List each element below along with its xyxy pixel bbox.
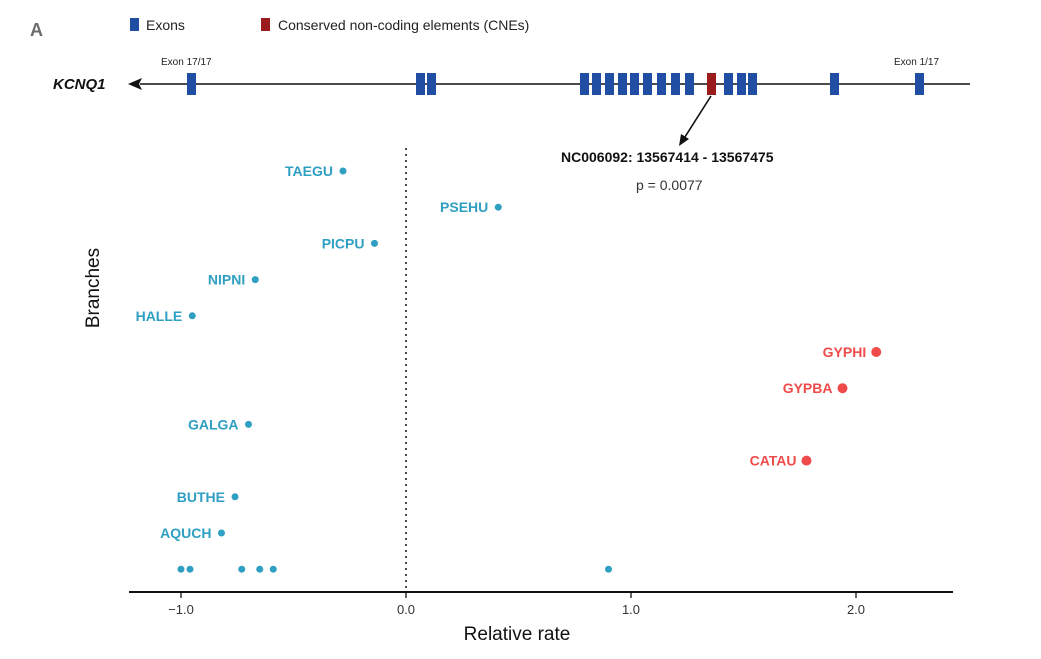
gene-name: KCNQ1 (53, 76, 106, 93)
x-tick-label: 1.0 (622, 602, 640, 617)
exon-block (416, 73, 425, 95)
axes: −1.0 0.0 1.0 2.0 Relative rate Branches (83, 148, 953, 645)
exon-block (915, 73, 924, 95)
exon-block (618, 73, 627, 95)
data-point (256, 565, 264, 573)
data-point (801, 455, 812, 466)
exon-block (580, 73, 589, 95)
data-point-label: AQUCH (160, 525, 211, 541)
exon-block (724, 73, 733, 95)
data-point-label: PSEHU (440, 199, 488, 215)
x-ticks: −1.0 0.0 1.0 2.0 (168, 592, 865, 617)
data-point (871, 347, 882, 357)
data-point-label: HALLE (136, 308, 183, 324)
exon-block (830, 73, 839, 95)
exon-block (657, 73, 666, 95)
exon-block (605, 73, 614, 95)
data-point (605, 565, 612, 573)
x-tick-label: −1.0 (168, 602, 194, 617)
data-point (251, 276, 259, 284)
cne-coordinates: NC006092: 13567414 - 13567475 (561, 149, 774, 165)
data-point (231, 493, 239, 501)
exon-label-right: Exon 1/17 (894, 57, 939, 68)
data-point (177, 565, 185, 573)
legend-label-cnes: Conserved non-coding elements (CNEs) (278, 17, 529, 33)
x-tick-label: 0.0 (397, 602, 415, 617)
cne-callout-arrow (682, 95, 712, 141)
data-point (218, 529, 225, 537)
exon-block (427, 73, 436, 95)
gene-direction-arrow-icon (128, 78, 142, 90)
cne-coordinates-text: NC006092: 13567414 - 13567475 (561, 149, 774, 165)
p-value: p = 0.0077 (636, 177, 703, 193)
data-point (269, 565, 277, 573)
exon-block (592, 73, 601, 95)
data-point-label: GYPHI (823, 344, 867, 360)
panel-label: A (30, 20, 43, 40)
data-point (837, 383, 848, 394)
data-point (245, 420, 252, 428)
cne-block (707, 73, 716, 95)
exons (187, 73, 924, 95)
data-point-label: PICPU (322, 235, 365, 251)
gene-track: KCNQ1 Exon 17/17 Exon 1/17 (53, 57, 970, 146)
exon-label-left: Exon 17/17 (161, 57, 212, 68)
data-points: TAEGU PSEHU PICPU NIPNI HALLE GYPHI GYPBA GALGA… (136, 163, 882, 573)
data-point (371, 239, 378, 247)
data-point-label: TAEGU (285, 163, 333, 179)
legend: Exons Conserved non-coding elements (CNE… (130, 17, 529, 33)
exon-block (630, 73, 639, 95)
data-point-label: CATAU (750, 453, 797, 469)
data-point-label: NIPNI (208, 272, 245, 288)
legend-label-exons: Exons (146, 17, 185, 33)
exon-block (737, 73, 746, 95)
exon-block (685, 73, 694, 95)
data-point (339, 167, 347, 175)
data-point (188, 312, 196, 320)
data-point-label: GYPBA (783, 380, 833, 396)
exon-block (187, 73, 196, 95)
exon-block (643, 73, 652, 95)
data-point-label: BUTHE (177, 489, 225, 505)
data-point (494, 203, 502, 211)
legend-swatch-exons (130, 18, 139, 31)
legend-swatch-cnes (261, 18, 270, 31)
data-point-label: GALGA (188, 416, 239, 432)
exon-block (748, 73, 757, 95)
y-axis-title: Branches (83, 248, 104, 328)
exon-block (671, 73, 680, 95)
x-tick-label: 2.0 (847, 602, 865, 617)
x-axis-title: Relative rate (464, 624, 571, 645)
cne-callout-arrowhead-icon (679, 134, 689, 146)
data-point (238, 565, 246, 573)
data-point (186, 565, 194, 573)
